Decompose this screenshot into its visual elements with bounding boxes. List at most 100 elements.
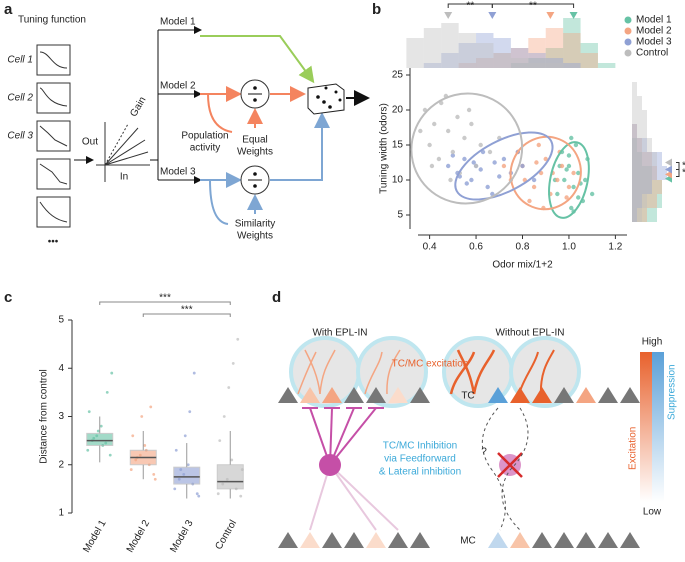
divide-node bbox=[240, 165, 270, 195]
model3-path bbox=[270, 112, 330, 181]
point bbox=[571, 170, 576, 176]
row-label: TC bbox=[461, 391, 474, 402]
ellipsis: ••• bbox=[48, 237, 59, 248]
point bbox=[239, 494, 243, 498]
x-tick-label: Model 3 bbox=[168, 518, 196, 555]
point bbox=[497, 174, 502, 179]
x-tick-label: 0.6 bbox=[469, 242, 483, 253]
dendrites bbox=[297, 349, 555, 395]
hist-bar bbox=[441, 23, 459, 68]
hist-bar bbox=[632, 180, 662, 194]
point bbox=[227, 386, 231, 389]
hist-bar bbox=[510, 48, 529, 68]
dashed-links bbox=[481, 407, 529, 531]
point bbox=[445, 163, 451, 169]
point bbox=[173, 487, 177, 491]
point bbox=[436, 156, 442, 162]
mean-marker bbox=[546, 12, 555, 19]
hist-bar bbox=[458, 33, 477, 68]
y-tick-label: 3 bbox=[58, 411, 64, 422]
hist-bar bbox=[632, 96, 642, 110]
box bbox=[173, 466, 201, 485]
point bbox=[131, 434, 135, 438]
weights-label: Weights bbox=[237, 231, 273, 242]
point bbox=[418, 128, 423, 134]
point bbox=[455, 114, 460, 120]
hist-bar bbox=[632, 208, 642, 222]
x-tick-label: 1.2 bbox=[608, 242, 622, 253]
excitation-label: TC/MC excitation bbox=[392, 359, 469, 370]
hist-bar bbox=[632, 138, 652, 152]
y-axis-label: Tuning width (odors) bbox=[379, 103, 390, 194]
legend-label: Model 2 bbox=[636, 26, 672, 37]
hist-bar bbox=[632, 152, 642, 166]
point bbox=[110, 371, 114, 375]
missing-epl-in bbox=[497, 452, 523, 478]
point bbox=[108, 453, 112, 457]
ellipse bbox=[410, 92, 524, 205]
hist-bar bbox=[545, 28, 564, 68]
hist-bar bbox=[493, 53, 511, 68]
scale-label: Low bbox=[643, 507, 662, 518]
point bbox=[501, 163, 507, 169]
point bbox=[462, 156, 467, 162]
point bbox=[531, 184, 537, 190]
point bbox=[571, 184, 576, 190]
point bbox=[222, 415, 226, 418]
hist-bar bbox=[458, 43, 477, 68]
point bbox=[140, 415, 144, 418]
hist-bar bbox=[632, 180, 662, 194]
point bbox=[527, 198, 532, 204]
hist-bar bbox=[563, 33, 581, 68]
point bbox=[192, 371, 196, 375]
x-axis-label: Odor mix/1+2 bbox=[492, 260, 553, 271]
point bbox=[566, 184, 572, 190]
hist-bar bbox=[632, 166, 657, 180]
hist-bar bbox=[528, 53, 546, 68]
hist-bar bbox=[632, 208, 637, 222]
point bbox=[99, 424, 103, 428]
point bbox=[450, 153, 456, 158]
panel-label: a bbox=[4, 1, 13, 18]
hist-bar bbox=[632, 152, 657, 166]
hist-bar bbox=[510, 63, 529, 68]
weights-label: Similarity bbox=[235, 219, 276, 230]
sig-label: ** bbox=[466, 1, 474, 12]
hist-bar bbox=[458, 63, 477, 68]
point bbox=[569, 205, 574, 211]
ellipse bbox=[454, 131, 554, 201]
point bbox=[469, 177, 474, 183]
scale-label: Excitation bbox=[628, 427, 639, 470]
tuning-title: Tuning function bbox=[18, 15, 86, 26]
legend-marker bbox=[624, 38, 632, 46]
model-label: Model 1 bbox=[160, 17, 196, 28]
y-tick-label: 5 bbox=[397, 210, 403, 221]
hist-bar bbox=[632, 194, 662, 208]
box bbox=[86, 432, 114, 446]
y-tick-label: 1 bbox=[58, 508, 64, 519]
hist-bar bbox=[563, 18, 581, 68]
point bbox=[569, 135, 574, 141]
scale-label: Suppression bbox=[667, 364, 678, 420]
model1-path bbox=[200, 35, 315, 84]
dice bbox=[307, 83, 345, 115]
hist-bar bbox=[632, 194, 642, 208]
y-tick-label: 25 bbox=[392, 70, 404, 81]
point bbox=[485, 184, 490, 190]
point bbox=[445, 128, 451, 134]
x-tick-label: Control bbox=[213, 518, 239, 551]
point bbox=[429, 163, 435, 169]
hist-bar bbox=[423, 63, 442, 68]
hist-bar bbox=[580, 53, 598, 68]
point bbox=[86, 448, 90, 452]
hist-bar bbox=[632, 166, 667, 180]
mean-marker bbox=[444, 12, 453, 19]
point bbox=[129, 468, 133, 471]
point bbox=[536, 142, 541, 148]
point bbox=[195, 492, 199, 496]
hist-bar bbox=[476, 43, 494, 68]
sig-label: ** bbox=[529, 1, 537, 12]
y-axis-label: Distance from control bbox=[39, 369, 50, 463]
point bbox=[573, 142, 579, 148]
legend-label: Model 3 bbox=[636, 37, 672, 48]
